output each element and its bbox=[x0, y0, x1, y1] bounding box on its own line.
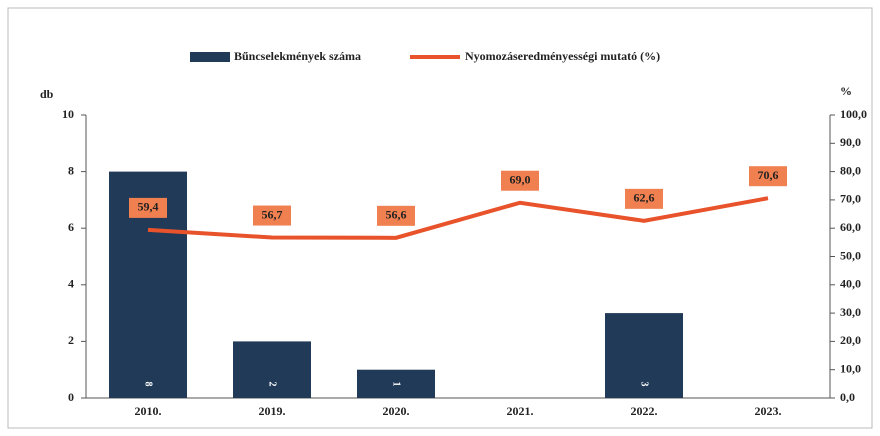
y2-axis-label: % bbox=[840, 84, 852, 98]
value-label: 56,7 bbox=[262, 207, 283, 221]
y2-tick-label: 90,0 bbox=[840, 135, 861, 149]
x-tick-label: 2022. bbox=[631, 404, 658, 418]
y2-tick-label: 10,0 bbox=[840, 361, 861, 375]
value-label: 59,4 bbox=[138, 200, 159, 214]
value-label: 56,6 bbox=[386, 208, 407, 222]
y-tick-label: 2 bbox=[68, 333, 74, 347]
x-tick-label: 2010. bbox=[135, 404, 162, 418]
y-tick-label: 10 bbox=[62, 107, 74, 121]
chart: db % 02468100,010,020,030,040,050,060,07… bbox=[0, 0, 880, 436]
y2-tick-label: 60,0 bbox=[840, 220, 861, 234]
y2-tick-label: 0,0 bbox=[840, 390, 855, 404]
legend-label: Nyomozáseredményességi mutató (%) bbox=[465, 49, 660, 63]
x-tick-label: 2023. bbox=[755, 404, 782, 418]
y2-tick-label: 100,0 bbox=[840, 107, 867, 121]
y2-tick-label: 50,0 bbox=[840, 248, 861, 262]
y2-tick-label: 20,0 bbox=[840, 333, 861, 347]
y-tick-label: 6 bbox=[68, 220, 74, 234]
x-tick-label: 2019. bbox=[259, 404, 286, 418]
y-tick-label: 0 bbox=[68, 390, 74, 404]
x-tick-label: 2020. bbox=[383, 404, 410, 418]
value-label: 69,0 bbox=[510, 172, 531, 186]
line bbox=[148, 198, 768, 238]
bar bbox=[233, 341, 311, 398]
x-tick-label: 2021. bbox=[507, 404, 534, 418]
value-label: 62,6 bbox=[634, 191, 655, 205]
y-tick-label: 8 bbox=[68, 163, 74, 177]
y2-tick-label: 70,0 bbox=[840, 192, 861, 206]
y2-tick-label: 30,0 bbox=[840, 305, 861, 319]
y2-tick-label: 40,0 bbox=[840, 277, 861, 291]
bar-value-label: 3 bbox=[639, 382, 650, 387]
bar-value-label: 8 bbox=[143, 382, 154, 387]
bar-value-label: 2 bbox=[267, 382, 278, 387]
legend-label: Bűncselekmények száma bbox=[234, 49, 361, 63]
bar-value-label: 1 bbox=[391, 382, 402, 387]
y2-tick-label: 80,0 bbox=[840, 163, 861, 177]
legend-swatch bbox=[190, 52, 230, 62]
value-label: 70,6 bbox=[758, 168, 779, 182]
y-tick-label: 4 bbox=[68, 277, 74, 291]
y-axis-label: db bbox=[40, 87, 54, 101]
